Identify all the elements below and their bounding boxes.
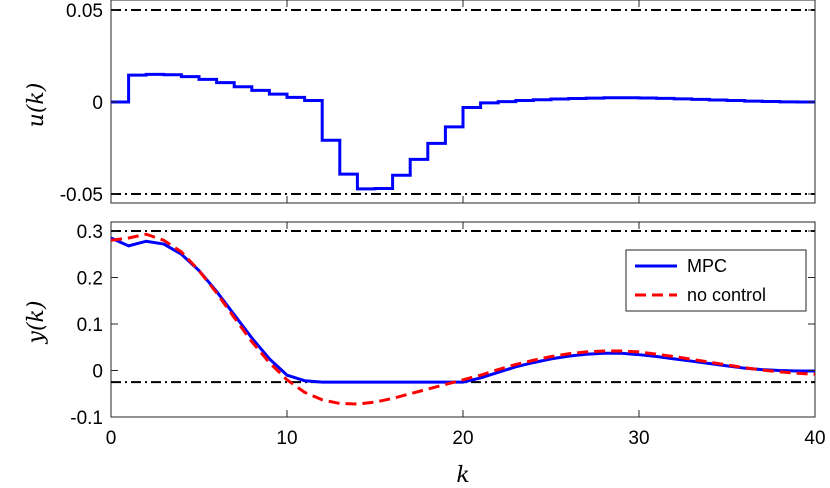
output-series-line-mpc — [110, 236, 815, 384]
control-input-series — [111, 72, 815, 191]
control-input-plot-frame — [110, 0, 816, 204]
output-x-tick-label: 20 — [452, 428, 473, 449]
control-input-constraint-lines — [111, 9, 815, 195]
output-series — [110, 232, 816, 406]
control-input-y-tick-label: -0.05 — [60, 185, 103, 206]
output-x-tick-label: 40 — [804, 428, 825, 449]
control-input-panel: -0.05 0 0.05 u(k) — [24, 0, 816, 206]
control-input-series-line-0 — [111, 72, 815, 191]
legend-label-mpc: MPC — [687, 256, 727, 276]
output-y-tick-label: -0.1 — [70, 408, 103, 429]
output-series-line-no-control — [110, 232, 816, 406]
output-x-axis-label: k — [456, 463, 469, 488]
output-x-ticks: 0 10 20 30 40 — [106, 222, 826, 449]
output-x-tick-label: 0 — [106, 428, 117, 449]
output-y-tick-label: 0.1 — [77, 315, 103, 336]
output-panel: -0.100.10.20.3 0 10 20 30 40 y(k) k MPC no c… — [24, 221, 826, 488]
output-x-tick-label: 10 — [276, 428, 297, 449]
control-input-x-ticks — [110, 0, 816, 203]
output-y-ticks: -0.1 0 0.1 0.2 0.3 — [70, 222, 815, 429]
output-y-tick-label: 0.3 — [77, 222, 103, 243]
legend-box — [625, 249, 807, 312]
control-input-y-axis-label: u(k) — [24, 83, 49, 128]
output-constraint-lines — [111, 230, 815, 384]
output-x-tick-label: 30 — [628, 428, 649, 449]
output-y-tick-label: 0 — [92, 362, 103, 383]
control-input-y-tick-label: 0.05 — [66, 1, 103, 22]
output-y-tick-label: 0.2 — [77, 269, 103, 290]
legend: MPC no control — [625, 249, 807, 312]
legend-label-no-control: no control — [687, 285, 766, 305]
output-y-axis-label: y(k) — [24, 301, 49, 345]
control-input-y-tick-label: 0 — [92, 93, 103, 114]
control-input-y-ticks: -0.05 0 0.05 — [60, 1, 815, 206]
